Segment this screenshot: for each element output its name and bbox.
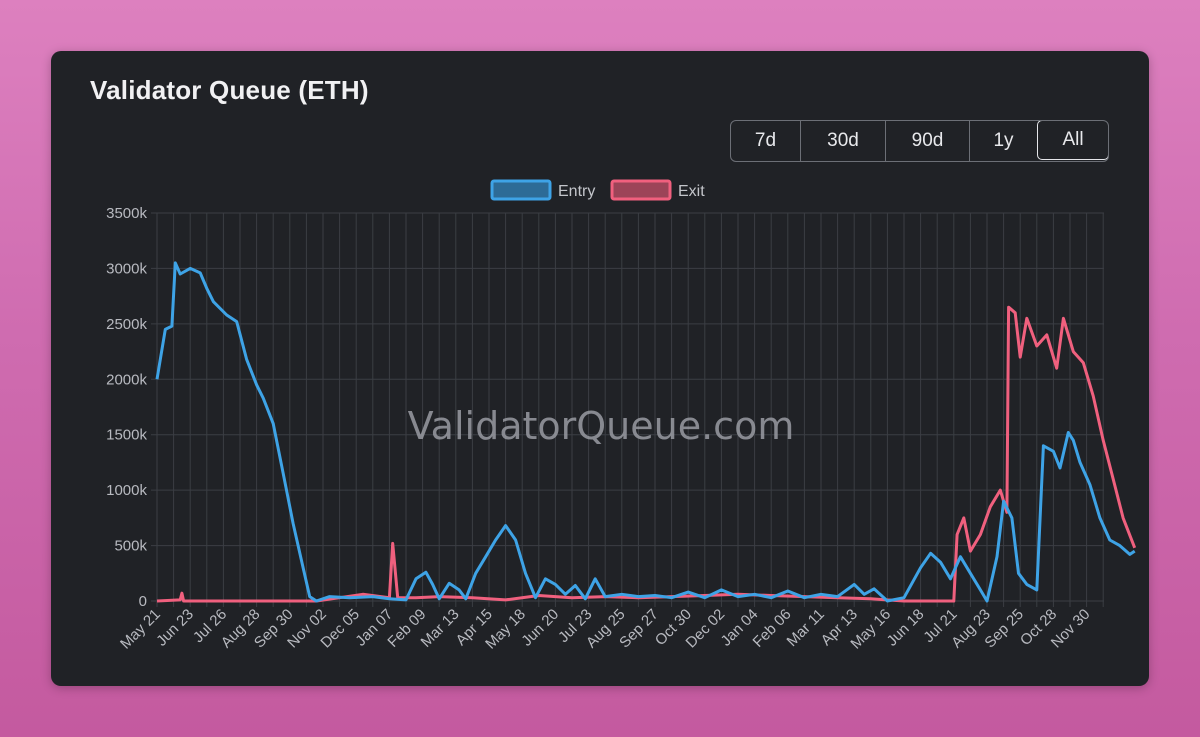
y-tick-label: 3500k: [106, 205, 147, 222]
chart-lines: [155, 261, 1137, 603]
legend-entry-label[interactable]: Entry: [558, 183, 595, 200]
range-button-90d[interactable]: 90d: [885, 121, 969, 161]
legend-exit-label[interactable]: Exit: [678, 183, 705, 200]
y-tick-label: 2500k: [106, 316, 147, 333]
y-tick-label: 500k: [114, 538, 147, 555]
range-button-1y[interactable]: 1y: [969, 121, 1037, 161]
chart-legend: Entry Exit: [490, 179, 705, 201]
x-tick-label: Jun 23: [153, 606, 197, 650]
y-axis-ticks: 0 500k 1000k 1500k 2000k 2500k 3000k 3500k: [106, 205, 147, 610]
time-range-selector: 7d 30d 90d 1y All: [730, 120, 1109, 162]
watermark-text: ValidatorQueue.com: [408, 404, 795, 448]
chart-grid: [151, 212, 1104, 607]
range-button-7d[interactable]: 7d: [754, 130, 777, 151]
chart-card: Validator Queue (ETH) 7d 30d 90d 1y All …: [51, 51, 1149, 686]
x-tick-label: Mar 13: [418, 606, 463, 651]
validator-queue-chart: 0 500k 1000k 1500k 2000k 2500k 3000k 3500k May …: [106, 179, 1137, 653]
legend-exit-swatch[interactable]: [610, 179, 672, 201]
chart-title: Validator Queue (ETH): [90, 75, 369, 105]
range-button-all[interactable]: All: [1037, 121, 1108, 160]
y-tick-label: 1000k: [106, 482, 147, 499]
x-tick-label: Feb 06: [750, 606, 795, 651]
legend-entry-swatch[interactable]: [490, 179, 552, 201]
x-tick-label: May 21: [117, 606, 164, 653]
x-tick-label: Jun 20: [518, 606, 562, 650]
y-tick-label: 2000k: [106, 371, 147, 388]
y-tick-label: 1500k: [106, 427, 147, 444]
series-line-exit: [156, 305, 1137, 603]
range-button-30d[interactable]: 30d: [800, 121, 885, 161]
x-tick-label: Jun 18: [884, 606, 928, 650]
x-tick-label: Mar 11: [784, 606, 828, 650]
y-tick-label: 0: [139, 593, 147, 610]
y-tick-label: 3000k: [106, 260, 147, 277]
series-line-entry: [155, 261, 1136, 603]
